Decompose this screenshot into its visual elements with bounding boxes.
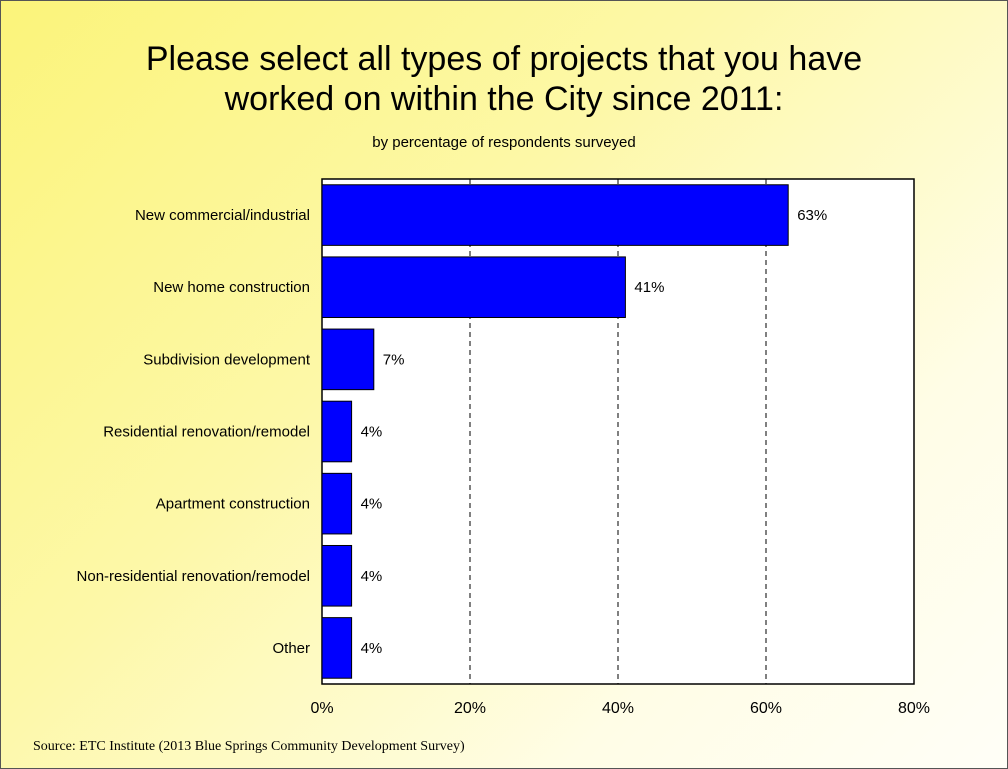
data-label: 63% <box>797 207 827 224</box>
x-tick-label: 60% <box>750 700 782 717</box>
bar <box>321 256 626 319</box>
data-label: 4% <box>361 424 383 441</box>
category-label: Non-residential renovation/remodel <box>77 568 310 585</box>
x-tick-label: 40% <box>602 700 634 717</box>
bar <box>321 184 789 246</box>
bar <box>321 472 353 535</box>
chart-subtitle: by percentage of respondents surveyed <box>372 134 636 151</box>
source-note: Source: ETC Institute (2013 Blue Springs… <box>33 739 465 754</box>
bar <box>321 617 353 679</box>
category-label: Apartment construction <box>156 496 310 513</box>
category-label: Subdivision development <box>143 351 311 368</box>
category-label: Other <box>272 640 310 657</box>
data-label: 4% <box>361 496 383 513</box>
data-label: 4% <box>361 568 383 585</box>
bar-chart: 0% 20% 40% 60% 80% New commercial/industrial 6… <box>77 178 930 717</box>
bar <box>321 400 353 463</box>
x-tick-label: 0% <box>310 700 333 717</box>
category-label: New commercial/industrial <box>135 207 310 224</box>
bar <box>321 544 353 607</box>
bars <box>321 184 789 679</box>
data-label: 41% <box>634 279 664 296</box>
labels: 0% 20% 40% 60% 80% New commercial/industrial 6… <box>77 207 930 717</box>
data-label: 4% <box>361 640 383 657</box>
x-tick-label: 80% <box>898 700 930 717</box>
bar <box>321 328 375 391</box>
data-label: 7% <box>383 351 405 368</box>
x-tick-label: 20% <box>454 700 486 717</box>
chart-title: Please select all types of projects that… <box>145 40 863 118</box>
category-label: Residential renovation/remodel <box>103 424 310 441</box>
category-label: New home construction <box>153 279 310 296</box>
